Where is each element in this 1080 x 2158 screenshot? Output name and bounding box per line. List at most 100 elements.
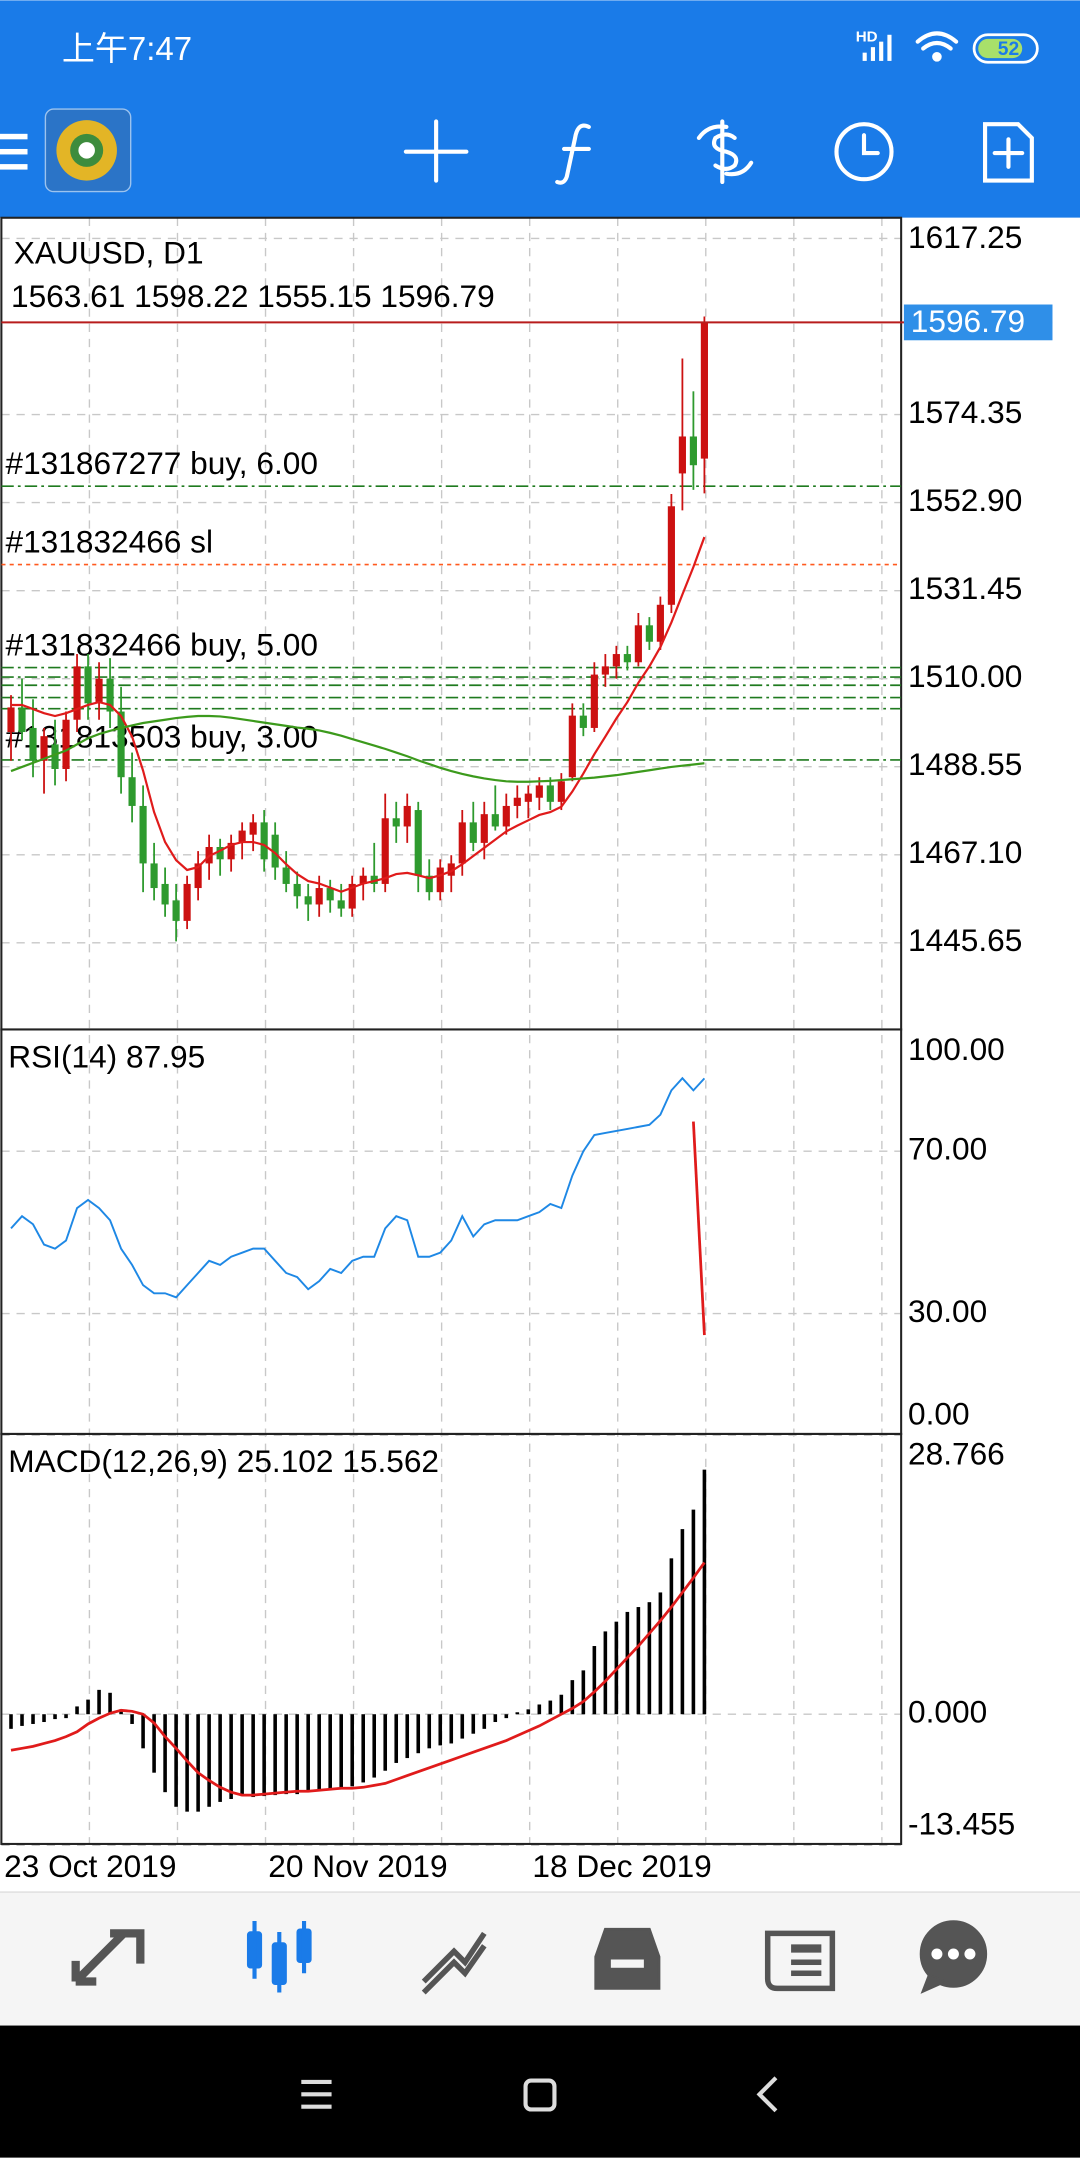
candle-body [513,797,521,806]
symbol-label: XAUUSD, D1 [14,234,204,270]
macd-bar [537,1704,542,1715]
candle-body [271,834,279,868]
app-logo[interactable] [44,108,132,193]
candle-body [139,805,147,864]
macd-bar [471,1714,476,1734]
app-bar [0,0,1080,218]
candle-body [293,883,301,897]
macd-bar [240,1714,244,1797]
macd-bar [702,1469,707,1715]
macd-bar [284,1714,288,1795]
candle-body [524,793,532,802]
candle-body [29,727,37,761]
macd-bar [295,1714,299,1795]
macd-bar [339,1714,343,1788]
macd-bar [603,1631,608,1715]
candle-body [458,822,466,864]
bottom-nav [0,1892,1080,2026]
y-tick-label: 70.00 [908,1131,987,1167]
candle-body [491,814,499,827]
candle-body [282,867,290,884]
candle-body [337,900,345,909]
macd-bar [680,1529,685,1715]
y-tick-label: 1574.35 [908,394,1022,430]
macd-bar [592,1646,597,1715]
candle-body [95,678,103,704]
macd-bar [207,1714,211,1807]
candle-body [634,625,642,663]
candle-body [568,715,576,778]
candle-body [18,707,26,733]
y-tick-label: 28.766 [908,1435,1005,1471]
timeframe-button[interactable] [834,122,894,182]
y-tick-label: 1552.90 [908,482,1022,518]
low-value: 1555.15 [257,278,371,314]
x-tick-label: 18 Dec 2019 [532,1848,711,1884]
candle-body [117,711,125,778]
history-tab[interactable] [594,1927,661,1990]
chart-area [0,217,1080,1893]
y-tick-label: 1617.25 [908,219,1022,255]
y-tick-label: 0.00 [908,1395,970,1431]
candle-body [359,875,367,884]
y-tick-label: 0.000 [908,1694,987,1730]
macd-bar [691,1509,696,1715]
macd-bar [64,1714,68,1719]
menu-key[interactable] [301,2079,332,2109]
candle-body [183,883,191,921]
macd-bar [625,1611,630,1715]
home-key[interactable] [523,2078,557,2112]
y-tick-label: 1467.10 [908,834,1022,870]
news-tab[interactable] [764,1930,836,1992]
open-value: 1563.61 [11,278,125,314]
macd-bar [636,1607,641,1715]
signal-icon [862,34,892,61]
candle-body [315,888,323,905]
y-tick-label: 1531.45 [908,570,1022,606]
candle-body [645,625,653,642]
candle-body [370,875,378,884]
macd-name: MACD(12,26,9) [8,1444,228,1480]
candle-body [106,678,114,712]
macd-bar [350,1714,354,1787]
candle-body [7,707,15,733]
candle-body [381,818,389,884]
indicators-button[interactable] [555,123,591,185]
macd-bar [20,1714,24,1726]
new-order-button[interactable] [983,122,1034,183]
candle-body [480,814,488,843]
high-value: 1598.22 [134,278,248,314]
crosshair-button[interactable] [403,119,469,183]
menu-button[interactable] [0,133,28,170]
trade-button[interactable] [696,119,754,185]
chart-tab[interactable] [246,1920,312,1993]
macd-bar [394,1714,399,1763]
trade-tab[interactable] [421,1931,487,1995]
macd-bar [482,1714,487,1729]
macd-label: MACD(12,26,9) 25.102 15.562 [8,1444,439,1480]
rsi-name: RSI(14) [8,1039,117,1075]
candle-body [62,719,70,769]
quotes-tab[interactable] [71,1929,145,1986]
macd-bar [581,1670,586,1715]
main-plot: #131867277 buy, 6.00 #131832466 sl #131832… [1,316,902,942]
macd-bar [559,1694,564,1715]
candle-body [216,846,224,860]
panel-borders [0,216,903,1845]
macd-bar [9,1714,13,1729]
macd-bar [108,1692,112,1715]
candle-body [227,842,235,860]
macd-bar [669,1558,674,1715]
macd-bar [383,1714,388,1771]
macd-bar [229,1714,233,1799]
candle-body [590,674,598,728]
back-key[interactable] [756,2076,778,2113]
macd-bar [251,1714,255,1798]
macd-bar [515,1712,520,1715]
y-tick-label: 100.00 [908,1031,1005,1067]
candle-body [238,830,246,843]
signal-line [10,1561,706,1797]
macd-bar [273,1714,277,1796]
ohlc-label: 1563.61 1598.22 1555.15 1596.79 [11,278,495,314]
